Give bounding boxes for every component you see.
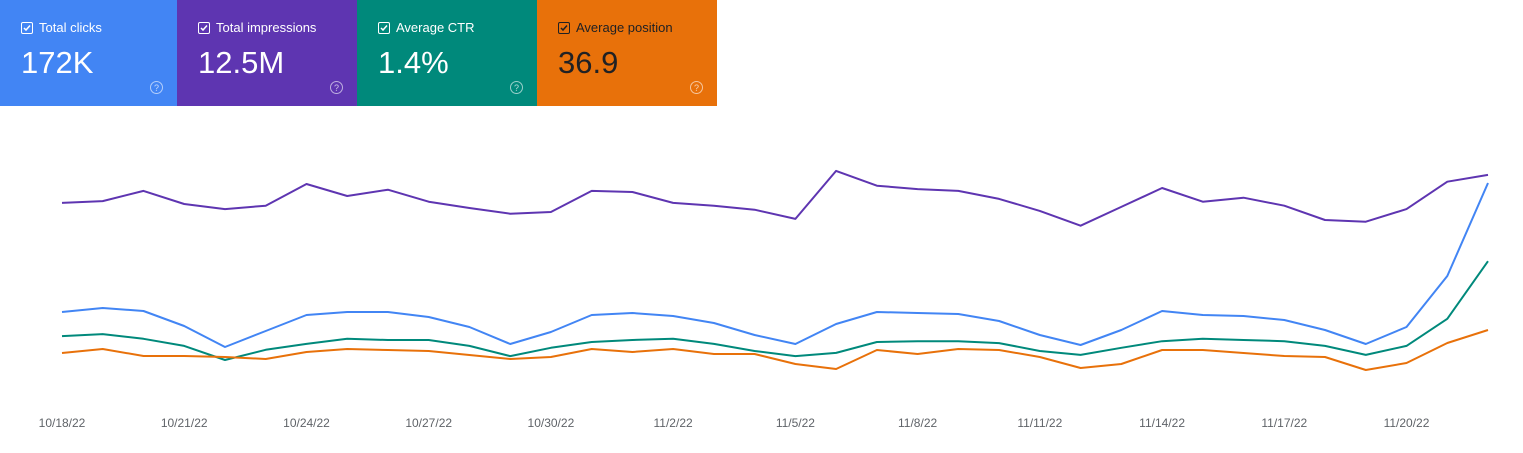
card-total-clicks[interactable]: Total clicks 172K ? xyxy=(0,0,177,106)
series-line-average-position xyxy=(61,329,1489,371)
card-total-impressions[interactable]: Total impressions 12.5M ? xyxy=(177,0,357,106)
card-value: 1.4% xyxy=(378,45,449,80)
x-tick-label: 10/21/22 xyxy=(161,416,208,430)
checkbox-checked-icon[interactable] xyxy=(198,21,210,34)
card-title: Average CTR xyxy=(396,20,475,35)
card-title: Total impressions xyxy=(216,20,317,35)
checkbox-checked-icon[interactable] xyxy=(558,21,570,34)
card-average-position[interactable]: Average position 36.9 ? xyxy=(537,0,717,106)
card-title: Total clicks xyxy=(39,20,102,35)
x-tick-label: 10/27/22 xyxy=(405,416,452,430)
x-tick-label: 11/14/22 xyxy=(1139,416,1185,430)
x-tick-label: 10/24/22 xyxy=(283,416,330,430)
x-tick-label: 11/17/22 xyxy=(1261,416,1307,430)
x-tick-label: 10/18/22 xyxy=(39,416,86,430)
x-tick-label: 11/2/22 xyxy=(654,416,693,430)
x-tick-label: 11/5/22 xyxy=(776,416,815,430)
card-value: 12.5M xyxy=(198,45,285,80)
card-value: 36.9 xyxy=(558,45,619,80)
checkbox-checked-icon[interactable] xyxy=(378,21,390,34)
metric-cards: Total clicks 172K ? Total impressions 12… xyxy=(0,0,717,106)
x-tick-label: 11/20/22 xyxy=(1384,416,1430,430)
checkbox-checked-icon[interactable] xyxy=(21,21,33,34)
card-average-ctr[interactable]: Average CTR 1.4% ? xyxy=(357,0,537,106)
help-icon[interactable]: ? xyxy=(510,81,523,94)
help-icon[interactable]: ? xyxy=(150,81,163,94)
help-icon[interactable]: ? xyxy=(330,81,343,94)
series-line-total-impressions xyxy=(61,169,1489,227)
x-tick-label: 11/11/22 xyxy=(1017,416,1062,430)
card-title: Average position xyxy=(576,20,673,35)
series-line-average-ctr xyxy=(61,260,1489,361)
card-value: 172K xyxy=(21,45,94,80)
series-line-total-clicks xyxy=(61,182,1489,348)
x-tick-label: 10/30/22 xyxy=(528,416,575,430)
help-icon[interactable]: ? xyxy=(690,81,703,94)
x-tick-label: 11/8/22 xyxy=(898,416,937,430)
